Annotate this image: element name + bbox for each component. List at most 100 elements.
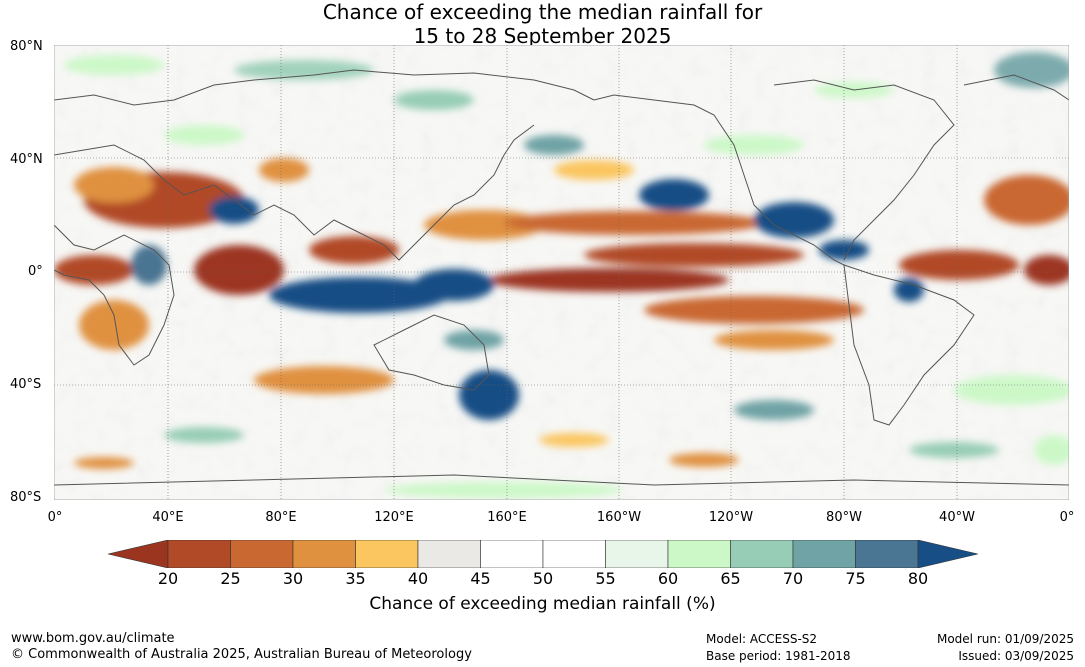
legend-cells <box>108 540 978 568</box>
legend-title: Chance of exceeding median rainfall (%) <box>369 594 716 614</box>
lon-label-40e: 40°E <box>152 510 184 525</box>
map-title: Chance of exceeding the median rainfall … <box>0 0 1085 48</box>
lon-label-80w: 80°W <box>826 510 862 525</box>
field-patch <box>554 160 634 180</box>
legend-cell <box>667 540 731 568</box>
field-patch <box>54 255 134 285</box>
legend-tick-label: 35 <box>345 569 366 588</box>
coast-antarctica <box>54 474 1069 486</box>
legend-cell <box>792 540 856 568</box>
title-line-2: 15 to 28 September 2025 <box>413 24 672 48</box>
field-patch <box>704 135 804 155</box>
coast-eurasia-south <box>54 124 535 261</box>
coast-north-america-east <box>773 79 955 261</box>
lat-label-equator: 0° <box>28 264 43 279</box>
field-patch <box>899 250 1019 280</box>
legend-cell <box>417 540 481 568</box>
field-patch <box>1034 435 1069 465</box>
legend-tick-label: 65 <box>720 569 741 588</box>
field-patch <box>714 330 834 350</box>
legend-cell <box>292 540 356 568</box>
lon-label-0: 0° <box>47 510 63 525</box>
legend-tick-label: 40 <box>407 569 429 588</box>
legend-cell <box>167 540 231 568</box>
coast-eurasia-north <box>54 69 595 106</box>
field-patch <box>754 202 834 238</box>
field-patch <box>539 433 609 447</box>
lat-label-40s: 40°S <box>10 377 42 392</box>
legend-cell <box>480 540 544 568</box>
field-patch <box>164 427 244 443</box>
lat-label-80s: 80°S <box>10 490 42 505</box>
field-patch <box>394 90 474 110</box>
lat-label-80n: 80°N <box>10 39 43 54</box>
legend-arrow-high <box>917 540 978 568</box>
legend-tick-label: 25 <box>220 569 241 588</box>
lon-label-0-east: 0° <box>1059 510 1075 525</box>
field-patch <box>984 175 1069 225</box>
field-patch <box>669 453 739 467</box>
lon-label-160w: 160°W <box>596 510 642 525</box>
lon-label-160e: 160°E <box>487 510 527 525</box>
legend-tick-label: 60 <box>657 569 679 588</box>
legend-cell <box>605 540 669 568</box>
coastlines <box>54 69 1069 486</box>
coast-africa <box>54 224 175 366</box>
field-patch <box>164 125 244 145</box>
legend-tick-label: 30 <box>282 569 304 588</box>
field-patch <box>459 370 519 420</box>
field-patch <box>524 135 584 155</box>
field-patch <box>994 52 1069 88</box>
legend-tick-label: 80 <box>907 569 929 588</box>
lon-label-120w: 120°W <box>708 510 754 525</box>
footer-issued: Issued: 03/09/2025 <box>958 649 1074 663</box>
probability-fields <box>54 52 1069 498</box>
legend-tick-label: 50 <box>532 569 554 588</box>
field-patch <box>209 196 259 224</box>
rainfall-probability-map <box>54 45 1069 500</box>
legend-cell <box>730 540 794 568</box>
lat-label-40n: 40°N <box>10 152 43 167</box>
field-patch <box>309 236 399 264</box>
field-patch <box>444 330 504 350</box>
field-patch <box>894 278 924 302</box>
footer-model: Model: ACCESS-S2 <box>706 632 818 646</box>
field-patch <box>414 269 494 301</box>
field-patch <box>259 158 309 182</box>
field-patch <box>384 482 624 498</box>
field-patch <box>234 60 374 80</box>
lon-label-40w: 40°W <box>939 510 975 525</box>
legend-tick-label: 20 <box>157 569 179 588</box>
footer-copyright: © Commonwealth of Australia 2025, Austra… <box>11 647 472 662</box>
coast-south-america <box>843 264 975 426</box>
graticule <box>54 45 1069 500</box>
field-patch <box>254 366 394 394</box>
legend-cell <box>542 540 606 568</box>
field-patch <box>74 457 134 469</box>
field-patch <box>194 245 284 295</box>
field-patch <box>131 245 167 285</box>
legend-tick-label: 55 <box>595 569 616 588</box>
field-patch <box>584 243 804 267</box>
field-patch <box>734 400 814 420</box>
field-patch <box>909 442 999 458</box>
field-patch <box>424 210 544 240</box>
footer-model-run: Model run: 01/09/2025 <box>936 632 1074 646</box>
field-patch <box>269 277 449 313</box>
field-patch <box>644 296 864 324</box>
legend-arrow-low <box>108 540 169 568</box>
field-patch <box>1024 255 1069 285</box>
footer-url[interactable]: www.bom.gov.au/climate <box>11 631 175 646</box>
legend-cell <box>855 540 919 568</box>
field-patch <box>64 55 164 75</box>
title-line-1: Chance of exceeding the median rainfall … <box>322 0 763 24</box>
legend-cell <box>355 540 419 568</box>
field-patch <box>504 211 764 235</box>
legend-tick-label: 75 <box>845 569 866 588</box>
field-patch <box>79 300 149 350</box>
legend-tick-label: 45 <box>470 569 491 588</box>
legend-tick-label: 70 <box>782 569 804 588</box>
field-patch <box>74 167 154 203</box>
coast-greenland <box>963 74 1069 101</box>
color-legend-bar <box>108 540 978 568</box>
